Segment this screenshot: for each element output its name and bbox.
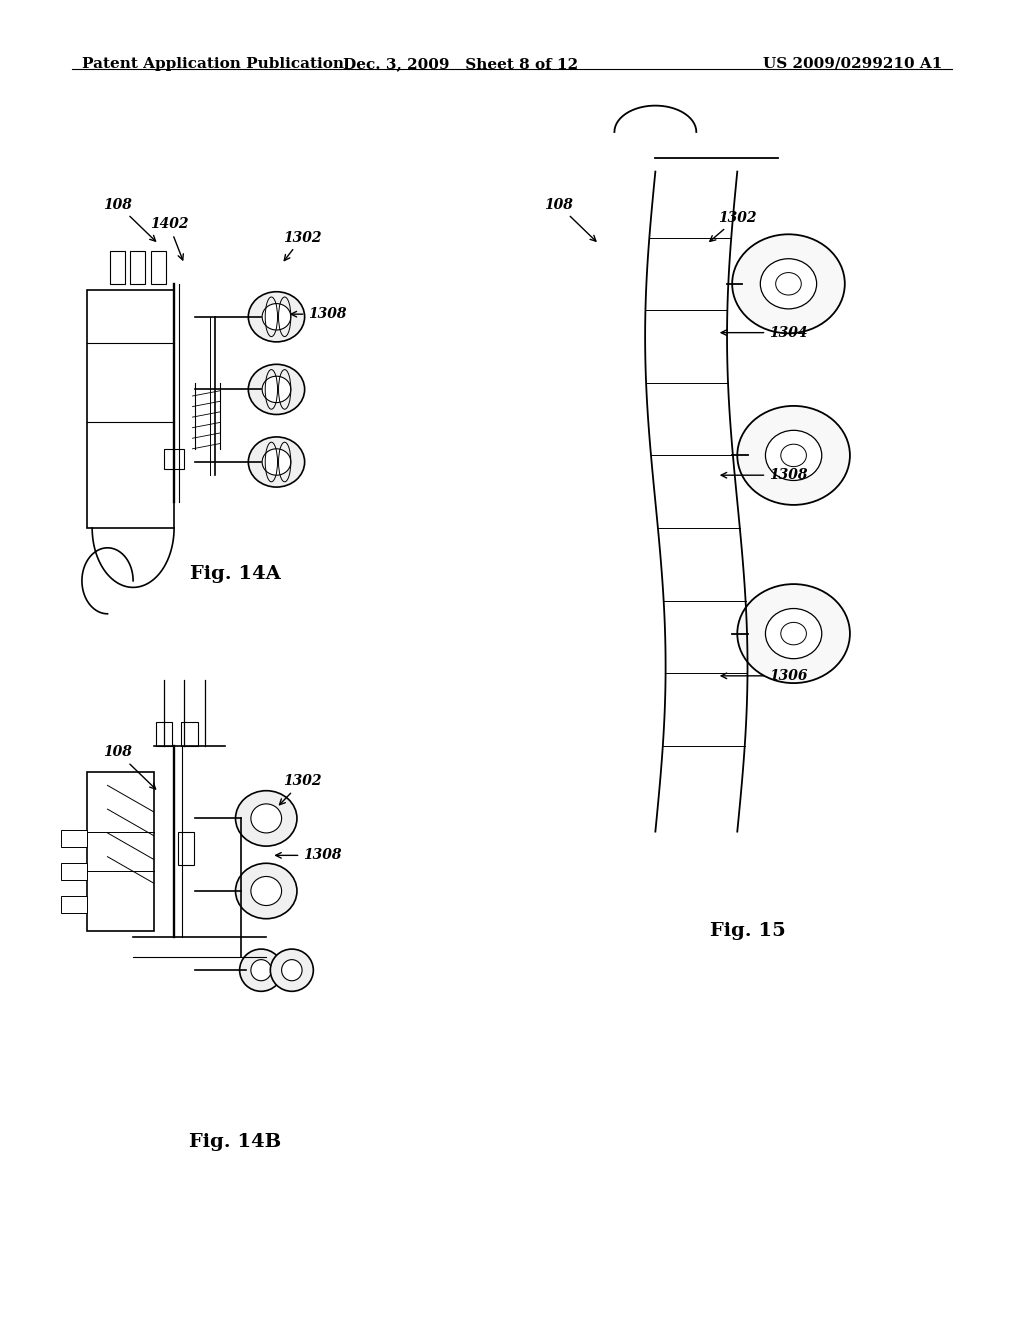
Ellipse shape: [781, 623, 807, 645]
Text: 1302: 1302: [280, 775, 322, 805]
FancyBboxPatch shape: [151, 251, 166, 284]
Text: 1308: 1308: [275, 849, 342, 862]
Ellipse shape: [262, 449, 291, 475]
Text: 1302: 1302: [710, 211, 757, 242]
Ellipse shape: [776, 272, 802, 296]
Text: US 2009/0299210 A1: US 2009/0299210 A1: [763, 57, 942, 71]
Text: 108: 108: [544, 198, 596, 242]
Text: Dec. 3, 2009   Sheet 8 of 12: Dec. 3, 2009 Sheet 8 of 12: [343, 57, 579, 71]
Ellipse shape: [251, 804, 282, 833]
Text: 1306: 1306: [721, 669, 808, 682]
Text: Patent Application Publication: Patent Application Publication: [82, 57, 344, 71]
Ellipse shape: [236, 791, 297, 846]
FancyBboxPatch shape: [130, 251, 145, 284]
Ellipse shape: [240, 949, 283, 991]
Text: Fig. 14B: Fig. 14B: [189, 1133, 282, 1151]
Ellipse shape: [766, 430, 822, 480]
FancyBboxPatch shape: [61, 863, 87, 880]
Text: 1304: 1304: [721, 326, 808, 339]
FancyBboxPatch shape: [181, 722, 198, 746]
Text: 108: 108: [103, 198, 156, 242]
Ellipse shape: [766, 609, 822, 659]
FancyBboxPatch shape: [87, 290, 174, 528]
Ellipse shape: [251, 960, 271, 981]
FancyBboxPatch shape: [61, 896, 87, 913]
Ellipse shape: [249, 292, 305, 342]
FancyBboxPatch shape: [156, 722, 172, 746]
Ellipse shape: [737, 407, 850, 506]
Ellipse shape: [262, 376, 291, 403]
Ellipse shape: [270, 949, 313, 991]
FancyBboxPatch shape: [178, 832, 194, 865]
Text: Fig. 15: Fig. 15: [710, 921, 785, 940]
Text: 1308: 1308: [291, 308, 347, 321]
FancyBboxPatch shape: [110, 251, 125, 284]
Ellipse shape: [282, 960, 302, 981]
FancyBboxPatch shape: [87, 772, 154, 931]
Ellipse shape: [249, 437, 305, 487]
FancyBboxPatch shape: [164, 449, 184, 469]
Text: 1302: 1302: [283, 231, 322, 260]
Ellipse shape: [781, 444, 807, 467]
Text: 108: 108: [103, 746, 156, 789]
Text: 1402: 1402: [150, 218, 188, 260]
Ellipse shape: [732, 235, 845, 333]
Ellipse shape: [761, 259, 817, 309]
Ellipse shape: [737, 583, 850, 684]
Ellipse shape: [251, 876, 282, 906]
Text: Fig. 14A: Fig. 14A: [190, 565, 281, 583]
Ellipse shape: [249, 364, 305, 414]
Text: 1308: 1308: [721, 469, 808, 482]
FancyBboxPatch shape: [61, 830, 87, 847]
Ellipse shape: [262, 304, 291, 330]
Ellipse shape: [236, 863, 297, 919]
